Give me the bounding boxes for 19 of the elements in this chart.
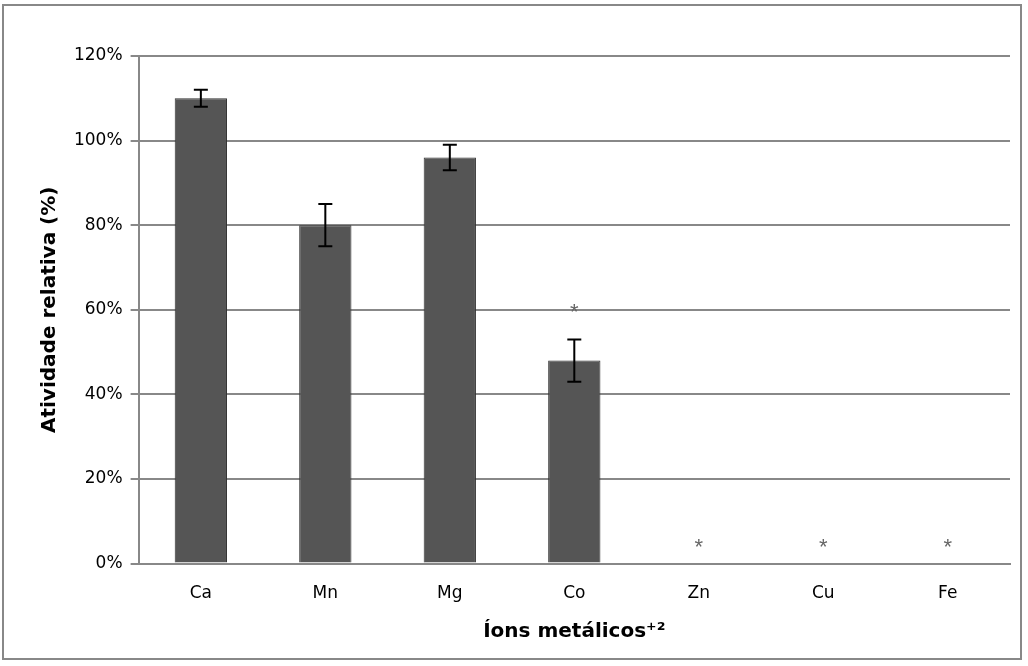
- x-axis-title: Íons metálicos⁺²: [483, 618, 666, 643]
- annotation: *: [818, 533, 828, 559]
- y-tick-label: 120%: [73, 44, 123, 65]
- y-tick-label: 40%: [84, 382, 123, 403]
- y-tick-label: 100%: [73, 129, 123, 150]
- annotation: *: [694, 533, 704, 559]
- y-axis-title: Atividade relativa (%): [36, 186, 61, 434]
- x-tick-label: Co: [563, 582, 586, 603]
- x-tick-label: Cu: [811, 582, 835, 603]
- x-tick-label: Fe: [938, 582, 958, 603]
- y-tick-label: 20%: [84, 467, 123, 488]
- x-tick-label: Ca: [189, 582, 212, 603]
- x-tick-label: Mn: [312, 582, 339, 603]
- annotation: *: [943, 533, 953, 559]
- y-tick-label: 0%: [95, 552, 123, 573]
- y-tick-label: 80%: [84, 213, 123, 234]
- y-tick-label: 60%: [84, 298, 123, 319]
- x-tick-label: Zn: [687, 582, 710, 603]
- x-tick-label: Mg: [437, 582, 463, 603]
